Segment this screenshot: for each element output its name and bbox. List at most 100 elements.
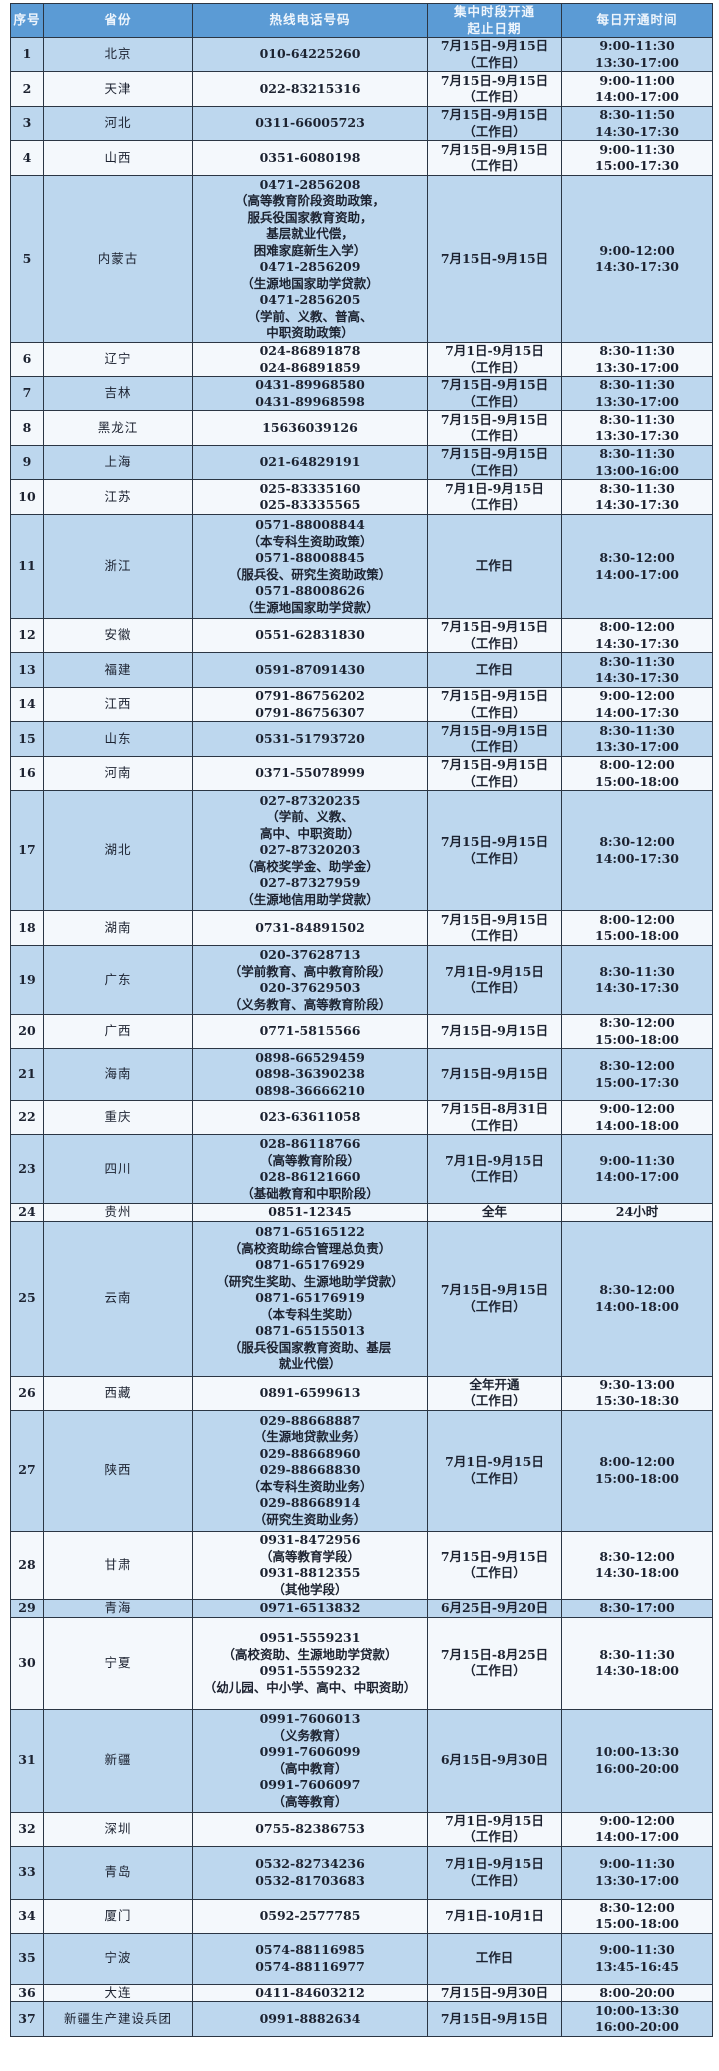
hours-cell: 8:30-11:30 13:00-16:00 — [561, 445, 713, 480]
header-no: 序号 — [10, 3, 44, 38]
period-cell-line: 7月1日-9月15日 — [445, 480, 544, 496]
row-number: 36 — [10, 1983, 44, 2002]
row-number: 23 — [10, 1134, 44, 1204]
header-period-line: 集中时段开通 — [453, 4, 535, 20]
table-row: 19 广东 020-37628713 （学前教育、高中教育阶段） 020-3762950… — [10, 945, 713, 1015]
hours-cell: 8:30-11:30 13:30-17:00 — [561, 376, 713, 411]
phone-cell-line: 024-86891859 — [259, 359, 361, 375]
hours-cell-line: 9:00-11:30 — [599, 1942, 675, 1957]
phone-cell: 0991-7606013 （义务教育） 0991-7606099 （高中教育） 0991… — [192, 1708, 428, 1813]
period-cell: 7月15日-9月15日 （工作日） — [427, 106, 562, 141]
period-cell-line: 7月15日-9月15日 — [440, 411, 549, 427]
table-row: 33 青岛 0532-82734236 0532-81703683 7月1日-9月15日… — [10, 1845, 713, 1900]
phone-cell-line: 0574-88116977 — [255, 1958, 365, 1974]
phone-cell-line: 0574-88116985 — [255, 1942, 365, 1957]
phone-cell: 0571-88008844 （本专科生资助政策） 0571-88008845 （服兵役… — [192, 514, 428, 619]
hours-cell-line: 24小时 — [615, 1204, 659, 1219]
phone-cell: 0371-55078999 — [192, 756, 428, 791]
period-cell: 7月1日-9月15日 （工作日） — [427, 1134, 562, 1204]
period-cell: 7月15日-9月15日 （工作日） — [427, 1530, 562, 1600]
phone-cell-line: 0991-7606099 — [259, 1744, 361, 1759]
phone-cell-line: 0871-65176929 — [255, 1257, 365, 1273]
phone-cell-line: 021-64829191 — [259, 454, 361, 470]
table-row: 29 青海 0971-6513832 6月25日-9月20日 8:30-17:00 — [10, 1598, 713, 1618]
table-row: 2 天津 022-83215316 7月15日-9月15日 （工作日） 9:00-11:0… — [10, 71, 713, 107]
hours-cell: 8:30-11:50 14:30-17:30 — [561, 106, 713, 141]
hours-cell-line: 8:30-11:30 — [599, 722, 675, 738]
phone-cell-line: 020-37629503 — [259, 980, 361, 995]
phone-cell: 0951-5559231 （高校资助、生源地助学贷款） 0951-5559232 （幼… — [192, 1616, 428, 1710]
hours-cell-line: 9:00-12:00 — [599, 1812, 675, 1828]
phone-cell-line: 基层就业代偿， — [266, 226, 354, 241]
hours-cell-line: 13:30-17:00 — [595, 54, 679, 70]
row-number: 37 — [10, 2001, 44, 2037]
period-cell-line: 7月15日-9月15日 — [440, 1282, 549, 1297]
province-cell: 重庆 — [43, 1100, 193, 1135]
period-cell-line: 7月15日-9月15日 — [440, 619, 549, 635]
province-cell: 吉林 — [43, 376, 193, 411]
row-number: 27 — [10, 1409, 44, 1532]
hours-cell-line: 9:30-13:00 — [599, 1376, 675, 1392]
row-number: 16 — [10, 756, 44, 791]
hours-cell-line: 8:30-12:00 — [599, 834, 675, 849]
phone-cell-line: （高等教育阶段资助政策， — [234, 193, 385, 208]
period-cell: 7月1日-10月1日 — [427, 1898, 562, 1934]
period-cell: 工作日 — [427, 514, 562, 619]
phone-cell-line: 010-64225260 — [259, 46, 361, 62]
period-cell: 7月15日-9月15日 （工作日） — [427, 618, 562, 653]
period-cell-line: （工作日） — [463, 1169, 526, 1184]
period-cell: 7月15日-9月30日 — [427, 1983, 562, 2002]
hours-cell-line: 8:30-11:30 — [599, 653, 675, 669]
period-cell: 7月1日-9月15日 （工作日） — [427, 479, 562, 515]
phone-cell-line: 0971-6513832 — [259, 1599, 361, 1615]
period-cell: 7月15日-9月15日 （工作日） — [427, 1220, 562, 1377]
hours-cell-line: 8:30-11:30 — [599, 446, 675, 462]
hours-cell-line: 8:30-12:00 — [599, 550, 675, 565]
hours-cell: 8:30-11:30 13:30-17:00 — [561, 342, 713, 377]
row-number: 25 — [10, 1220, 44, 1377]
phone-cell-line: 029-88668914 — [259, 1495, 361, 1511]
province-cell: 广东 — [43, 945, 193, 1015]
province-cell: 新疆 — [43, 1708, 193, 1813]
phone-cell-line: 0871-65155013 — [255, 1323, 365, 1339]
row-number: 35 — [10, 1932, 44, 1985]
phone-cell-line: （高等教育学段） — [259, 1548, 360, 1564]
phone-cell-line: （服兵役国家教育资助、基层 — [228, 1339, 392, 1355]
phone-cell-line: （高等教育） — [272, 1793, 348, 1809]
table-row: 16 河南 0371-55078999 7月15日-9月15日 （工作日） 8:00-12… — [10, 756, 713, 791]
hours-cell: 8:30-12:00 14:00-17:00 — [561, 514, 713, 619]
table-row: 32 深圳 0755-82386753 7月1日-9月15日 （工作日） 9:00-12:… — [10, 1811, 713, 1847]
phone-cell-line: 027-87320235 — [259, 792, 361, 808]
period-cell-line: （工作日） — [463, 428, 526, 443]
phone-cell-line: 0531-51793720 — [255, 730, 365, 746]
phone-cell-line: 020-37628713 — [259, 947, 361, 962]
hours-cell-line: 15:30-18:30 — [595, 1393, 679, 1408]
row-number: 22 — [10, 1100, 44, 1135]
table-row: 21 海南 0898-66529459 0898-36390238 0898-36666… — [10, 1048, 713, 1101]
period-cell-line: 7月15日-9月15日 — [440, 446, 549, 462]
phone-cell: 0411-84603212 — [192, 1983, 428, 2002]
hours-cell-line: 16:00-20:00 — [595, 2019, 679, 2034]
phone-cell: 0531-51793720 — [192, 721, 428, 757]
period-cell-line: （工作日） — [463, 1470, 526, 1486]
phone-cell-line: 0791-86756307 — [255, 704, 365, 720]
period-cell: 7月15日-8月31日 （工作日） — [427, 1100, 562, 1135]
period-cell-line: 全年 — [481, 1204, 507, 1219]
header-period: 集中时段开通 起止日期 — [427, 3, 562, 38]
hours-cell-line: 8:30-11:30 — [599, 1646, 675, 1662]
hours-cell: 10:00-13:30 16:00-20:00 — [561, 2001, 713, 2037]
header-phone: 热线电话号码 — [192, 3, 428, 38]
phone-cell-line: （本专科生资助政策） — [247, 533, 373, 549]
phone-cell-line: 0351-6080198 — [259, 149, 361, 165]
hours-cell-line: 14:00-17:00 — [595, 89, 679, 104]
hours-cell: 9:00-12:00 14:30-17:30 — [561, 175, 713, 343]
period-cell-line: 7月1日-9月15日 — [445, 1856, 544, 1871]
phone-cell-line: （高校资助综合管理总负责） — [228, 1240, 392, 1256]
row-number: 28 — [10, 1530, 44, 1600]
phone-cell-line: 029-88668830 — [259, 1462, 361, 1478]
phone-cell-line: 0532-82734236 — [255, 1856, 365, 1871]
header-province: 省份 — [43, 3, 193, 38]
province-cell: 河南 — [43, 756, 193, 791]
table-row: 17 湖北 027-87320235 （学前、义教、 高中、中职资助） 027-87320… — [10, 790, 713, 911]
phone-cell-line: 025-83335160 — [259, 480, 361, 496]
